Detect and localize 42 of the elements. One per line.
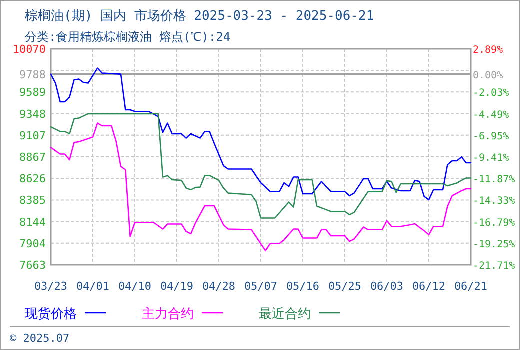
x-tick-label: 05/07 xyxy=(244,280,278,293)
y-tick-label: 9348 xyxy=(20,108,46,121)
y-tick-label: 8144 xyxy=(20,216,46,229)
x-tick-label: 06/03 xyxy=(370,280,404,293)
y-tick-label: 7904 xyxy=(20,237,46,250)
x-tick-label: 04/01 xyxy=(76,280,110,293)
y-tick-label: 9107 xyxy=(20,129,46,142)
line-series xyxy=(50,113,472,219)
x-tick-label: 05/16 xyxy=(286,280,320,293)
x-tick-label: 04/10 xyxy=(118,280,152,293)
x-tick-label: 04/19 xyxy=(160,280,194,293)
y2-tick-label: -2.03% xyxy=(473,88,510,100)
x-tick-label: 06/21 xyxy=(454,280,488,293)
y2-tick-label: -9.41% xyxy=(473,153,510,164)
y2-tick-label: -6.95% xyxy=(473,131,510,142)
y-tick-label: 8626 xyxy=(20,172,46,186)
y-tick-label: 10070 xyxy=(12,43,46,56)
chart-title: 棕榈油(期) 国内 市场价格 2025-03-23 - 2025-06-21 xyxy=(25,9,374,24)
y-tick-label: 8385 xyxy=(20,194,46,208)
y-tick-label: 9589 xyxy=(20,86,46,100)
legend-label: 最近合约 xyxy=(259,307,311,322)
y2-tick-label: -19.25% xyxy=(473,239,516,250)
chart-subtitle: 分类:食用精炼棕榈液油 熔点(℃):24 xyxy=(25,30,231,44)
x-tick-label: 04/28 xyxy=(202,280,236,293)
x-tick-label: 05/25 xyxy=(328,280,362,293)
y2-tick-label: 2.89% xyxy=(473,45,504,56)
y2-tick-label: -16.79% xyxy=(473,218,516,229)
y2-tick-label: -4.49% xyxy=(473,110,510,121)
y2-tick-label: -14.33% xyxy=(473,196,516,208)
x-tick-label: 03/23 xyxy=(34,280,68,293)
y-tick-label: 9788 xyxy=(20,68,46,82)
y-tick-label: 7663 xyxy=(20,259,46,272)
line-series xyxy=(50,68,472,201)
y2-tick-label: 0.00% xyxy=(473,70,504,82)
y2-tick-label: -21.71% xyxy=(473,261,516,272)
line-series xyxy=(50,122,472,252)
text: © 2025.07 xyxy=(10,332,70,345)
x-tick-label: 06/12 xyxy=(412,280,446,293)
y2-tick-label: -11.87% xyxy=(473,174,516,186)
y-tick-label: 8867 xyxy=(20,150,46,164)
legend-label: 主力合约 xyxy=(142,306,194,322)
legend-label: 现货价格 xyxy=(25,307,77,322)
